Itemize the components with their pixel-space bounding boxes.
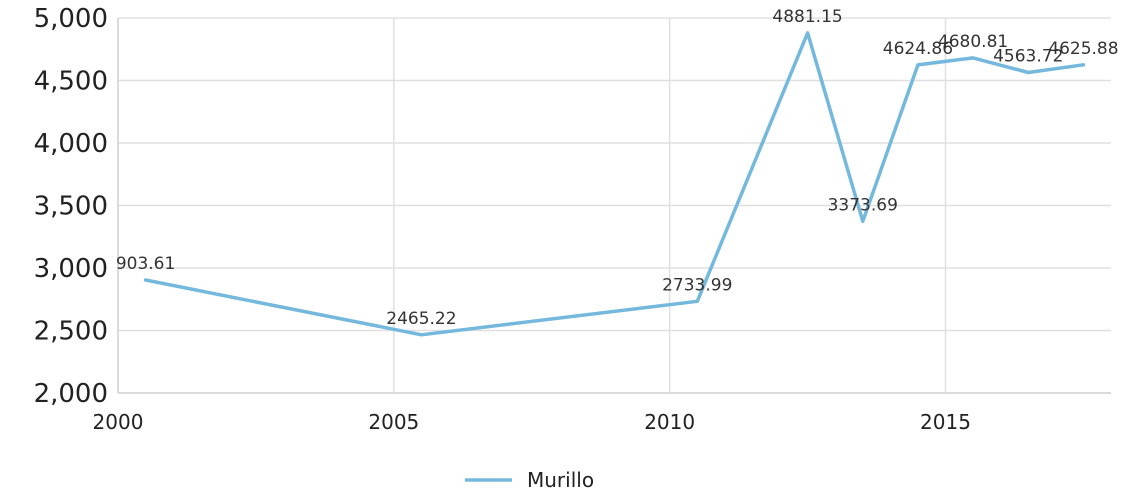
data-label: 4625.88 [1048,39,1118,59]
gridlines [117,17,1111,394]
data-labels: 903.61 2465.22 2733.99 4881.15 3373.69 4624.8… [116,7,1119,329]
y-tick-label: 2,000 [34,379,108,409]
y-tick-label: 4,500 [34,67,108,97]
data-label: 3373.69 [828,195,898,215]
data-label: 903.61 [116,254,175,274]
x-tick-label: 2010 [644,410,695,434]
y-tick-label: 5,000 [34,4,108,34]
data-label: 2465.22 [386,309,456,329]
data-label: 4563.72 [993,47,1063,67]
y-tick-label: 4,000 [34,129,108,159]
x-tick-label: 2005 [368,410,419,434]
x-tick-label: 2000 [93,410,144,434]
legend: Murillo [465,468,594,491]
legend-label-murillo: Murillo [527,468,594,491]
tick-labels: 2,000 2,500 3,000 3,500 4,000 4,500 5,000 2000 2… [34,4,971,434]
series [143,31,1086,337]
series-line-murillo [143,31,1086,337]
x-tick-label: 2015 [920,410,971,434]
y-tick-label: 2,500 [34,317,108,347]
data-label: 4881.15 [772,7,842,27]
data-label: 2733.99 [662,275,732,295]
y-tick-label: 3,000 [34,254,108,284]
y-tick-label: 3,500 [34,192,108,222]
data-label: 4624.86 [883,39,953,59]
data-label: 4680.81 [938,32,1008,52]
